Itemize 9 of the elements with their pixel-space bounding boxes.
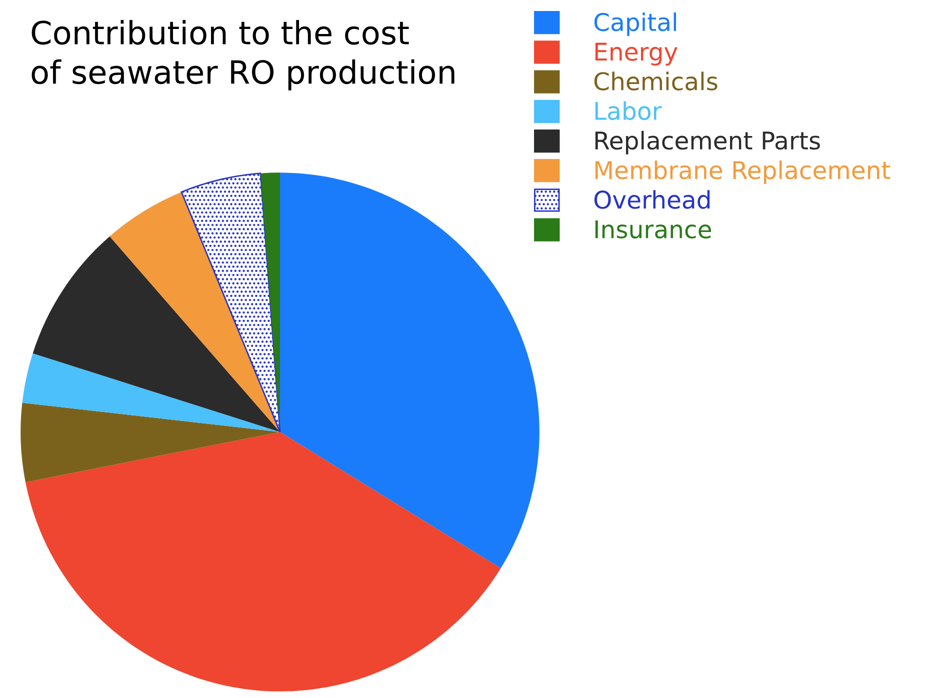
legend-label: Membrane Replacement bbox=[595, 160, 890, 184]
legend-label: Insurance bbox=[595, 220, 712, 238]
legend-label: Overhead bbox=[594, 190, 710, 209]
legend-label: Replacement Parts bbox=[595, 130, 820, 154]
legend-label: Chemicals bbox=[594, 72, 718, 90]
legend-label: Labor bbox=[595, 101, 662, 120]
text: Contribution to the cost of seawater RO production bbox=[32, 20, 454, 90]
legend-label: Energy bbox=[595, 42, 678, 66]
legend-label: Capital bbox=[594, 12, 676, 36]
